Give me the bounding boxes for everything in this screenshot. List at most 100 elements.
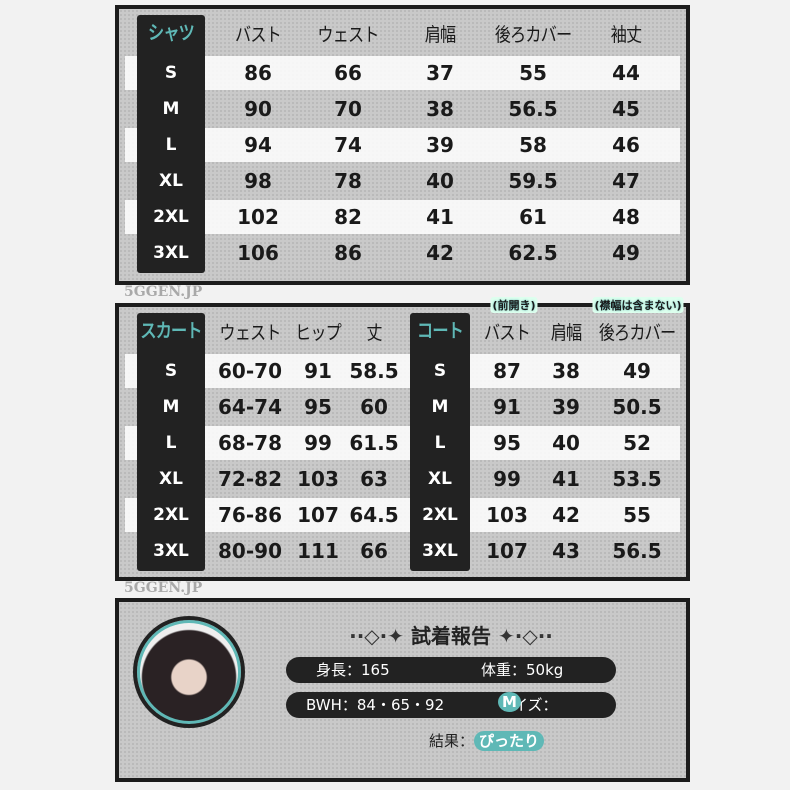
skirt-size-label: XL xyxy=(159,469,183,489)
bwh-size-pill: BWH：84・65・92 サイズ： M xyxy=(286,692,616,718)
skirt-cell: 72-82 xyxy=(218,467,282,491)
skirt-size-label: 2XL xyxy=(153,505,189,525)
shirt-size-label: M xyxy=(162,99,180,119)
skirt-cell: 76-86 xyxy=(218,503,282,527)
shirt-header: 後ろカバー xyxy=(494,24,572,46)
skirt-header: ヒップ xyxy=(295,322,342,344)
shirt-cell: 66 xyxy=(334,61,362,85)
shirt-cell: 59.5 xyxy=(508,169,558,193)
skirt-size-label: S xyxy=(164,361,178,381)
coat-cell: 41 xyxy=(552,467,580,491)
height-weight-pill: 身長：165 体重：50kg xyxy=(286,657,616,683)
shirt-cell: 42 xyxy=(426,241,454,265)
weight-value: 体重：50kg xyxy=(481,661,564,679)
coat-cell: 103 xyxy=(486,503,528,527)
row-stripe xyxy=(125,354,680,388)
coat-size-label: XL xyxy=(428,469,452,489)
skirt-label: スカート xyxy=(140,320,202,342)
skirt-cell: 103 xyxy=(297,467,339,491)
coat-size-label: 3XL xyxy=(422,541,458,561)
shirt-cell: 106 xyxy=(237,241,279,265)
shirt-cell: 58 xyxy=(519,133,547,157)
shirt-cell: 102 xyxy=(237,205,279,229)
report-title: ··◇·✦ 試着報告 ✦·◇·· xyxy=(286,620,616,649)
shirt-cell: 61 xyxy=(519,205,547,229)
shirt-cell: 90 xyxy=(244,97,272,121)
shirt-cell: 39 xyxy=(426,133,454,157)
shirt-label-box xyxy=(137,15,205,273)
coat-cell: 91 xyxy=(493,395,521,419)
report-title-text: 試着報告 xyxy=(411,624,491,648)
shirt-cell: 40 xyxy=(426,169,454,193)
skirt-header: 丈 xyxy=(366,322,382,344)
coat-label-box xyxy=(410,313,470,571)
shirt-cell: 78 xyxy=(334,169,362,193)
fitting-report: ··◇·✦ 試着報告 ✦·◇·· 身長：165 体重：50kg BWH：84・6… xyxy=(115,598,690,782)
skirt-header: ウェスト xyxy=(219,322,281,344)
skirt-cell: 95 xyxy=(304,395,332,419)
diamond-icon: ✦·◇·· xyxy=(491,624,553,648)
shirt-label: シャツ xyxy=(148,22,195,44)
shirt-cell: 46 xyxy=(612,133,640,157)
skirt-cell: 66 xyxy=(360,539,388,563)
shirt-cell: 48 xyxy=(612,205,640,229)
skirt-cell: 63 xyxy=(360,467,388,491)
coat-note-collar: (襟幅は含まない) xyxy=(592,297,684,313)
skirt-cell: 64.5 xyxy=(349,503,399,527)
bwh-value: BWH：84・65・92 xyxy=(306,696,445,714)
diamond-icon: ··◇·✦ xyxy=(349,624,411,648)
shirt-cell: 82 xyxy=(334,205,362,229)
coat-size-label: 2XL xyxy=(422,505,458,525)
shirt-cell: 94 xyxy=(244,133,272,157)
coat-cell: 87 xyxy=(493,359,521,383)
shirt-cell: 45 xyxy=(612,97,640,121)
coat-cell: 56.5 xyxy=(612,539,662,563)
skirt-cell: 64-74 xyxy=(218,395,282,419)
shirt-cell: 38 xyxy=(426,97,454,121)
shirt-cell: 86 xyxy=(244,61,272,85)
row-stripe xyxy=(125,200,680,234)
skirt-coat-size-table: スカート ウェスト ヒップ 丈 S 60-70 91 58.5 M 64-74 95 60 L 68-78… xyxy=(115,297,690,581)
coat-cell: 42 xyxy=(552,503,580,527)
coat-header: バスト xyxy=(484,322,531,344)
coat-header: 後ろカバー xyxy=(598,322,676,344)
coat-cell: 95 xyxy=(493,431,521,455)
shirt-header: 肩幅 xyxy=(424,24,456,46)
coat-cell: 43 xyxy=(552,539,580,563)
shirt-size-label: XL xyxy=(159,171,183,191)
coat-cell: 49 xyxy=(623,359,651,383)
shirt-size-label: 3XL xyxy=(153,243,189,263)
skirt-cell: 111 xyxy=(297,539,339,563)
coat-cell: 38 xyxy=(552,359,580,383)
skirt-cell: 80-90 xyxy=(218,539,282,563)
coat-size-label: L xyxy=(434,433,446,453)
skirt-size-label: L xyxy=(165,433,177,453)
skirt-cell: 60 xyxy=(360,395,388,419)
row-stripe xyxy=(125,498,680,532)
coat-size-label: M xyxy=(431,397,449,417)
coat-cell: 39 xyxy=(552,395,580,419)
skirt-label-box xyxy=(137,313,205,571)
shirt-cell: 47 xyxy=(612,169,640,193)
skirt-cell: 58.5 xyxy=(349,359,399,383)
watermark-logo: 5GGEN.JP xyxy=(124,580,203,596)
watermark-logo: 5GGEN.JP xyxy=(124,284,203,300)
result-row: 結果： ぴったり xyxy=(429,730,545,751)
row-stripe xyxy=(125,56,680,90)
skirt-cell: 60-70 xyxy=(218,359,282,383)
shirt-cell: 86 xyxy=(334,241,362,265)
skirt-cell: 99 xyxy=(304,431,332,455)
row-stripe xyxy=(125,426,680,460)
skirt-cell: 107 xyxy=(297,503,339,527)
shirt-size-table: シャツ バスト ウェスト 肩幅 後ろカバー 袖丈 S 86 66 37 55 44 M 90 70 38 56.… xyxy=(115,5,690,285)
shirt-header: バスト xyxy=(235,24,282,46)
shirt-cell: 55 xyxy=(519,61,547,85)
result-badge: ぴったり xyxy=(474,731,545,751)
coat-cell: 55 xyxy=(623,503,651,527)
coat-cell: 50.5 xyxy=(612,395,662,419)
shirt-header: 袖丈 xyxy=(610,24,642,46)
coat-cell: 40 xyxy=(552,431,580,455)
skirt-size-label: M xyxy=(162,397,180,417)
shirt-cell: 74 xyxy=(334,133,362,157)
coat-cell: 52 xyxy=(623,431,651,455)
